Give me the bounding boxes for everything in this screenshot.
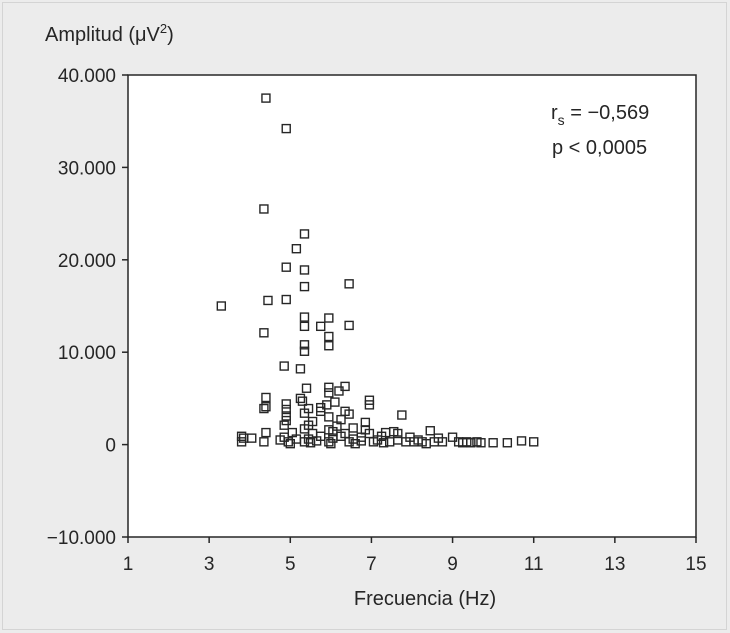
x-tick-label: 13 xyxy=(604,554,625,575)
data-point xyxy=(259,403,269,414)
correlation-annotation: rs = −0,569 xyxy=(551,102,649,128)
y-tick-label: 0 xyxy=(105,436,116,457)
data-point xyxy=(393,435,403,445)
data-point xyxy=(281,294,291,305)
data-point xyxy=(299,265,310,275)
data-point xyxy=(378,438,389,448)
x-tick-label: 1 xyxy=(123,554,134,575)
data-point xyxy=(516,436,527,446)
data-point xyxy=(261,392,271,403)
data-point xyxy=(281,123,291,134)
p-value-annotation: p < 0,0005 xyxy=(552,137,647,159)
x-tick-label: 11 xyxy=(524,554,544,575)
data-point xyxy=(316,321,326,332)
y-tick-label: 30.000 xyxy=(58,158,116,179)
y-tick-label: 20.000 xyxy=(58,251,116,272)
data-point xyxy=(299,321,310,332)
x-tick-label: 5 xyxy=(285,554,296,575)
data-point xyxy=(324,331,334,342)
data-point xyxy=(344,409,354,419)
scatter-chart: Amplitud (μV2) −10.000 0 10.000 20.000 30.00… xyxy=(45,21,707,610)
y-axis-title-sup: 2 xyxy=(160,21,167,36)
data-point xyxy=(316,406,326,417)
data-point xyxy=(324,388,334,398)
rs-symbol: r xyxy=(551,102,558,124)
data-point xyxy=(261,93,271,103)
x-tick-label: 15 xyxy=(685,554,706,575)
data-point xyxy=(295,364,306,374)
data-point xyxy=(344,279,354,289)
x-axis: 1 3 5 7 9 11 13 15 xyxy=(123,537,707,575)
data-point xyxy=(261,402,271,412)
data-point xyxy=(364,400,375,410)
x-tick-label: 7 xyxy=(366,554,377,575)
data-point xyxy=(299,229,310,239)
data-point xyxy=(279,420,289,430)
data-point xyxy=(236,437,247,447)
data-point xyxy=(328,433,338,443)
data-point xyxy=(299,312,310,322)
data-point xyxy=(259,328,269,338)
data-point xyxy=(295,393,306,404)
data-point xyxy=(372,435,383,445)
data-point xyxy=(299,340,310,350)
data-point xyxy=(279,361,289,371)
y-tick-label: 40.000 xyxy=(58,66,116,87)
data-point xyxy=(488,438,498,448)
data-point xyxy=(259,204,269,214)
data-point xyxy=(421,438,431,449)
data-point xyxy=(299,281,310,292)
rs-subscript: s xyxy=(558,112,565,128)
data-point xyxy=(502,438,513,448)
x-tick-label: 3 xyxy=(204,554,215,575)
data-point xyxy=(393,428,403,439)
data-point xyxy=(259,437,269,447)
data-point xyxy=(425,426,435,436)
data-point xyxy=(324,341,334,351)
data-point xyxy=(281,262,291,272)
data-point xyxy=(291,244,302,254)
data-point xyxy=(297,396,308,406)
data-point xyxy=(216,301,227,311)
rs-value: = −0,569 xyxy=(565,102,650,124)
data-point xyxy=(324,412,334,422)
data-point xyxy=(462,437,472,447)
data-point xyxy=(263,295,273,306)
data-point xyxy=(350,438,360,449)
data-point xyxy=(344,320,354,331)
data-point xyxy=(324,313,334,323)
y-axis-title: Amplitud (μV2) xyxy=(45,21,174,46)
data-point xyxy=(334,386,344,396)
data-point xyxy=(299,408,310,418)
data-point xyxy=(324,382,334,393)
data-point xyxy=(305,438,316,448)
x-axis-title: Frecuencia (Hz) xyxy=(354,588,496,610)
data-point xyxy=(261,427,271,438)
x-tick-label: 9 xyxy=(447,554,458,575)
data-point xyxy=(322,400,332,410)
y-tick-label: 10.000 xyxy=(58,343,116,364)
y-axis-title-close: ) xyxy=(167,24,174,46)
data-point xyxy=(236,431,247,441)
data-point xyxy=(348,423,358,433)
data-point xyxy=(301,383,312,393)
data-point xyxy=(281,399,291,409)
data-point xyxy=(285,438,295,449)
y-axis-title-main: Amplitud (μV xyxy=(45,24,161,46)
data-point xyxy=(281,404,291,415)
data-point xyxy=(529,437,539,447)
data-point xyxy=(247,433,257,443)
data-point xyxy=(397,410,407,420)
data-point xyxy=(326,438,336,449)
y-axis: −10.000 0 10.000 20.000 30.000 40.000 xyxy=(47,66,128,549)
data-points xyxy=(216,93,539,449)
data-point xyxy=(299,346,310,356)
y-tick-label: −10.000 xyxy=(47,528,116,549)
data-point xyxy=(472,437,482,447)
plot-area xyxy=(127,74,697,538)
data-point xyxy=(275,435,285,445)
